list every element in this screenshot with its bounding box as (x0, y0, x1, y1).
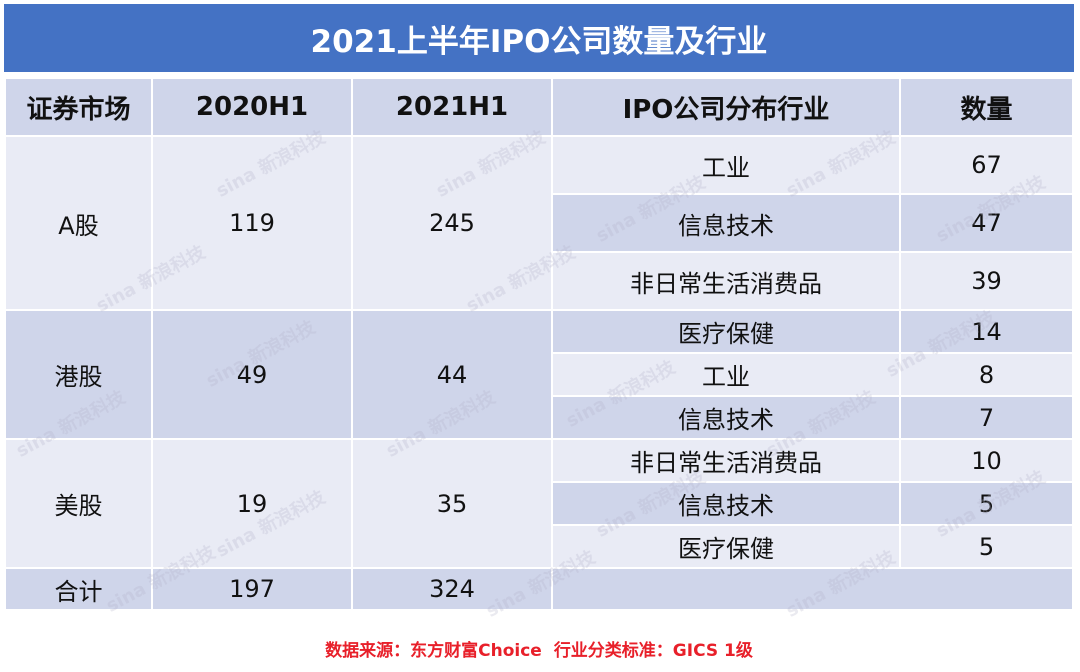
table-row: 工业 8 (6, 354, 1072, 395)
table-row: 医疗保健 5 (6, 526, 1072, 567)
total-label: 合计 (6, 569, 151, 609)
count-cell: 47 (901, 195, 1072, 251)
value-2021h1: 44 (353, 311, 551, 438)
industry-cell: 非日常生活消费品 (553, 253, 899, 309)
header-count: 数量 (901, 79, 1072, 135)
header-2021h1: 2021H1 (353, 79, 551, 135)
header-industry: IPO公司分布行业 (553, 79, 899, 135)
table-row: 港股 49 44 医疗保健 14 (6, 311, 1072, 438)
total-row: 合计 197 324 (6, 569, 1072, 609)
value-2020h1: 119 (153, 137, 351, 309)
table-row: 非日常生活消费品 39 (6, 253, 1072, 309)
industry-cell: 信息技术 (553, 195, 899, 251)
header-2020h1: 2020H1 (153, 79, 351, 135)
value-2020h1: 19 (153, 440, 351, 567)
table-row: 信息技术 7 (6, 397, 1072, 438)
count-cell: 39 (901, 253, 1072, 309)
header-row: 证券市场 2020H1 2021H1 IPO公司分布行业 数量 (6, 79, 1072, 135)
industry-cell: 信息技术 (553, 397, 899, 438)
total-2020h1: 197 (153, 569, 351, 609)
industry-cell: 医疗保健 (553, 311, 899, 352)
market-cell: A股 (6, 137, 151, 309)
industry-cell: 工业 (553, 137, 899, 193)
table-row: 美股 19 35 非日常生活消费品 10 (6, 440, 1072, 567)
table-row: 信息技术 47 (6, 195, 1072, 251)
industry-cell: 工业 (553, 354, 899, 395)
count-cell: 10 (901, 440, 1072, 481)
count-cell: 5 (901, 526, 1072, 567)
footer-source: 数据来源：东方财富Choice (325, 640, 542, 661)
ipo-table: 证券市场 2020H1 2021H1 IPO公司分布行业 数量 A股 119 2… (4, 77, 1074, 611)
total-2021h1: 324 (353, 569, 551, 609)
value-2020h1: 49 (153, 311, 351, 438)
market-cell: 港股 (6, 311, 151, 438)
industry-cell: 信息技术 (553, 483, 899, 524)
table-row: 信息技术 5 (6, 483, 1072, 524)
table-title: 2021上半年IPO公司数量及行业 (4, 4, 1074, 72)
value-2021h1: 245 (353, 137, 551, 309)
header-market: 证券市场 (6, 79, 151, 135)
count-cell: 5 (901, 483, 1072, 524)
table-row: A股 119 245 工业 67 (6, 137, 1072, 309)
count-cell: 14 (901, 311, 1072, 352)
value-2021h1: 35 (353, 440, 551, 567)
total-empty (553, 569, 1072, 609)
industry-cell: 非日常生活消费品 (553, 440, 899, 481)
market-cell: 美股 (6, 440, 151, 567)
footer-note: 数据来源：东方财富Choice 行业分类标准：GICS 1级 (4, 627, 1074, 669)
industry-cell: 医疗保健 (553, 526, 899, 567)
count-cell: 67 (901, 137, 1072, 193)
footer-standard: 行业分类标准：GICS 1级 (553, 640, 753, 661)
count-cell: 7 (901, 397, 1072, 438)
count-cell: 8 (901, 354, 1072, 395)
